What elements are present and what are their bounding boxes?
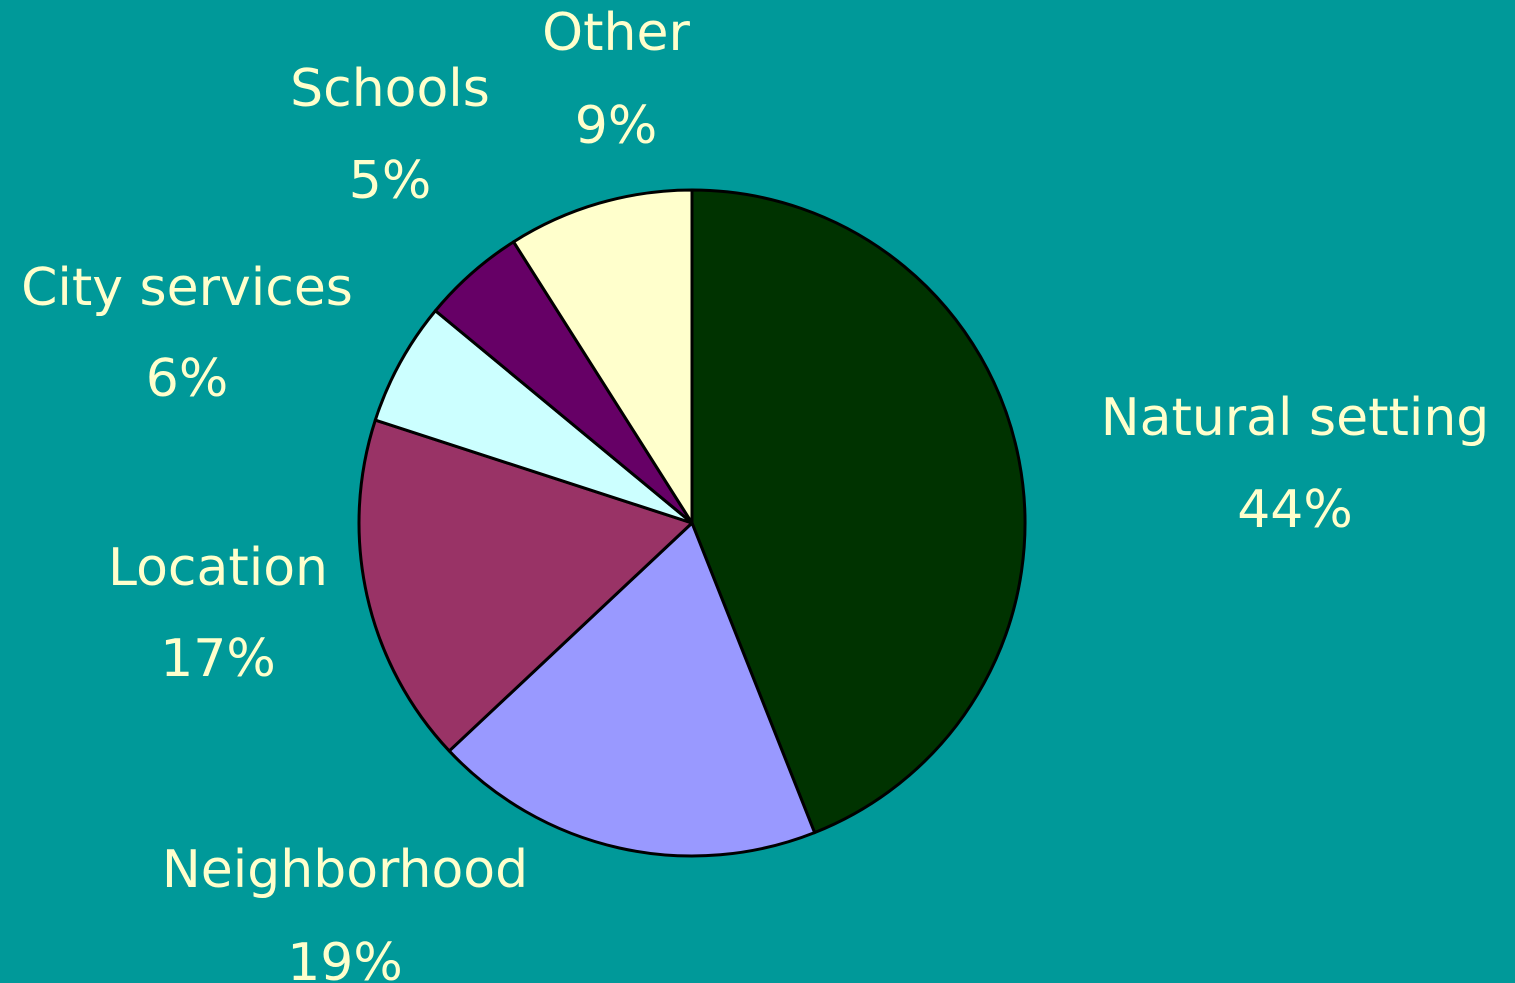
slice-percent-city-services: 6% bbox=[146, 349, 229, 409]
slice-label-schools: Schools bbox=[290, 59, 490, 119]
slice-percent-neighborhood: 19% bbox=[287, 933, 403, 983]
slice-label-location: Location bbox=[108, 538, 328, 598]
slice-label-other: Other bbox=[542, 3, 690, 63]
slice-city-services bbox=[373, 309, 694, 525]
slice-location bbox=[357, 418, 694, 753]
slice-percent-schools: 5% bbox=[349, 151, 432, 211]
slice-neighborhood bbox=[447, 521, 817, 858]
slice-label-city-services: City services bbox=[21, 258, 353, 318]
slice-other bbox=[512, 188, 694, 525]
slice-percent-natural-setting: 44% bbox=[1237, 480, 1353, 540]
slice-label-neighborhood: Neighborhood bbox=[162, 840, 528, 900]
pie-slices bbox=[357, 188, 1027, 858]
slice-natural-setting bbox=[690, 188, 1027, 835]
slice-label-natural-setting: Natural setting bbox=[1101, 388, 1490, 448]
slice-percent-other: 9% bbox=[575, 96, 658, 156]
pie-labels: Natural setting 44% Neighborhood 19% Locatio… bbox=[21, 3, 1489, 983]
slice-percent-location: 17% bbox=[160, 629, 276, 689]
